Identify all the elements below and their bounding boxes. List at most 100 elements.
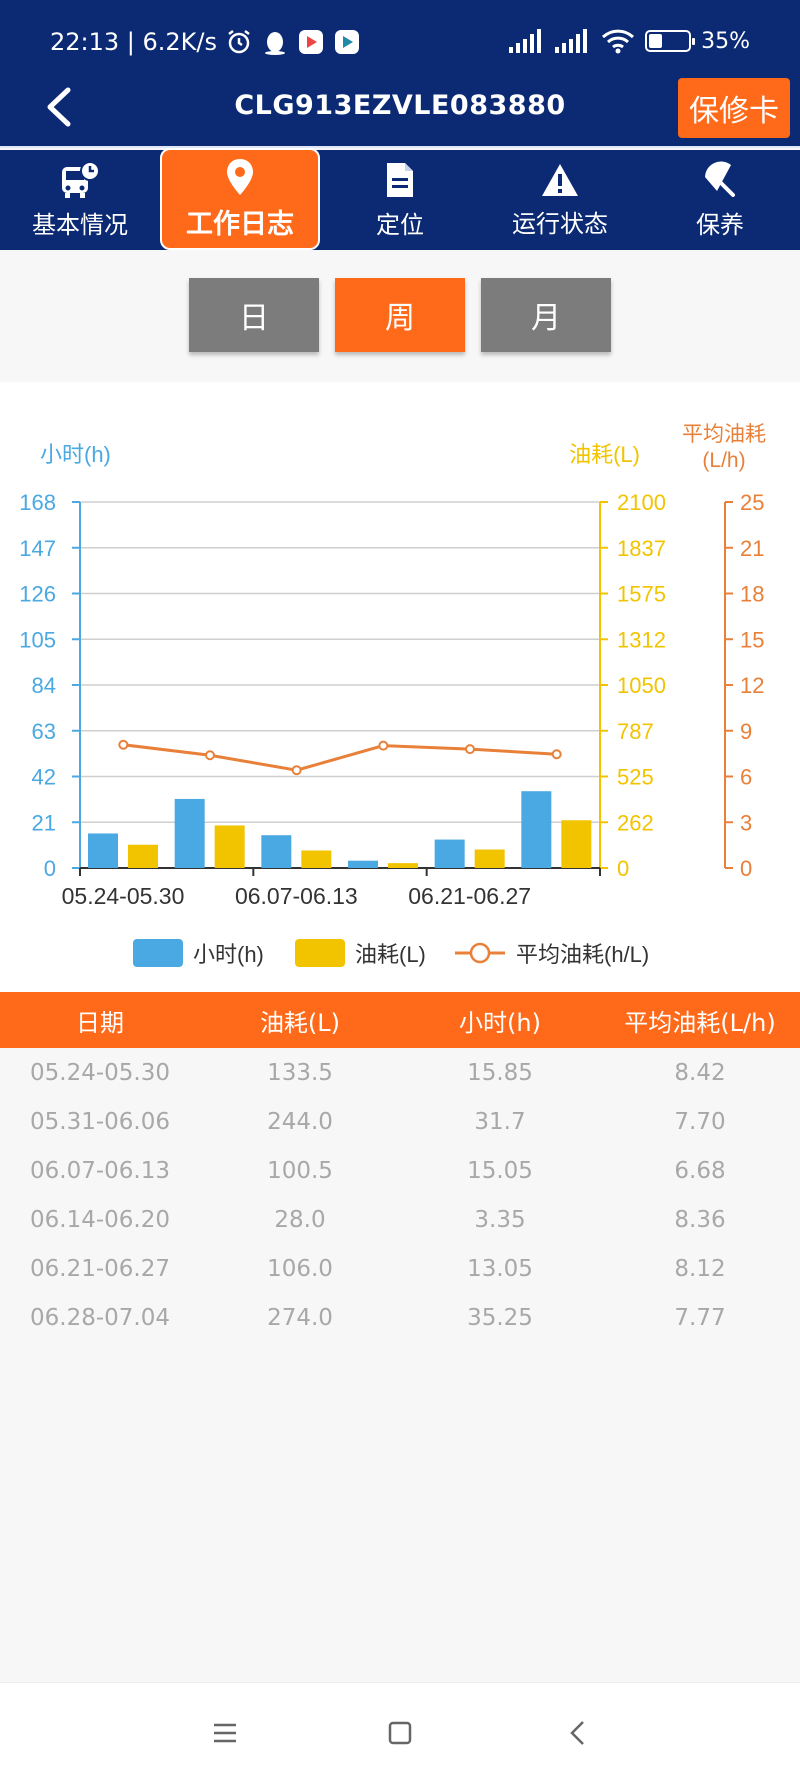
right-axis-tick-label: 1050 [617, 673, 666, 698]
avg-fuel-point [205, 750, 215, 761]
tab-location[interactable]: 定位 [320, 150, 480, 250]
avg-axis-tick-label: 18 [740, 582, 764, 607]
signal-icon [509, 29, 542, 53]
right-axis-tick-label: 1575 [617, 582, 666, 607]
avg-fuel-line [123, 743, 557, 772]
hours-bar [521, 791, 552, 868]
tab-work-log[interactable]: 工作日志 [160, 148, 320, 250]
tab-bar: 基本情况 工作日志 定位 运行状态 保养 [0, 148, 800, 250]
avg-axis-tick-label: 25 [740, 490, 764, 515]
avg-axis-tick-label: 12 [740, 673, 764, 698]
right-axis-tick-label: 262 [617, 810, 654, 835]
table-cell: 05.24-05.30 [30, 1059, 170, 1086]
avg-fuel-point [551, 749, 562, 760]
fuel-bar [214, 825, 245, 868]
period-week-button[interactable]: 周 [335, 278, 465, 352]
time-speed: 22:13 | 6.2K/s [50, 28, 218, 56]
legend-avg-label: 平均油耗(h/L) [516, 942, 649, 967]
back-button[interactable] [34, 82, 84, 132]
table-cell: 05.31-06.06 [30, 1108, 170, 1135]
table-cell: 6.68 [674, 1157, 726, 1184]
table-cell: 3.35 [474, 1206, 526, 1233]
status-left: 22:13 | 6.2K/s [50, 28, 361, 56]
play-store-icon [299, 30, 324, 54]
avg-axis-tick-label: 6 [740, 765, 752, 790]
tab-maintenance[interactable]: 保养 [640, 150, 800, 250]
system-nav-bar [0, 1682, 800, 1778]
period-day-button[interactable]: 日 [189, 278, 319, 352]
avg-axis-tick-label: 3 [740, 810, 752, 835]
table-cell: 35.25 [467, 1304, 533, 1331]
avg-axis-title-line2: (L/h) [702, 449, 745, 472]
fuel-bar [128, 844, 158, 868]
legend-hours-swatch [133, 939, 183, 967]
table-cell: 06.28-07.04 [30, 1304, 170, 1331]
left-axis-tick-label: 63 [32, 719, 56, 744]
table-cell: 100.5 [267, 1157, 333, 1184]
warranty-card-button[interactable]: 保修卡 [678, 78, 790, 138]
fuel-bar [301, 850, 332, 868]
table-cell: 7.77 [674, 1304, 726, 1331]
play-store-icon [335, 30, 360, 54]
warning-icon [542, 163, 578, 196]
fuel-bar [474, 849, 505, 868]
period-month-button[interactable]: 月 [481, 278, 611, 352]
table-cell: 133.5 [267, 1059, 333, 1086]
avg-fuel-point [465, 744, 475, 755]
umbrella-icon [705, 160, 735, 197]
table-cell: 8.42 [674, 1059, 726, 1086]
right-axis-tick-label: 1837 [617, 536, 666, 561]
home-icon [388, 1721, 412, 1745]
table-cell: 274.0 [267, 1304, 333, 1331]
period-selector: 日 周 月 [0, 278, 800, 352]
table-row: 06.07-06.13 100.5 15.05 6.68 [0, 1146, 800, 1195]
tab-running-status[interactable]: 运行状态 [480, 150, 640, 250]
left-axis-tick-label: 42 [32, 765, 56, 790]
right-axis-title: 油耗(L) [569, 442, 640, 467]
wifi-icon [602, 29, 635, 54]
avg-axis-tick-label: 15 [740, 627, 764, 652]
tab-label: 运行状态 [512, 209, 608, 238]
tab-basic-info[interactable]: 基本情况 [0, 150, 160, 250]
table-row: 06.21-06.27 106.0 13.05 8.12 [0, 1244, 800, 1293]
table-cell: 8.36 [674, 1206, 726, 1233]
x-axis-tick-label: 06.21-06.27 [408, 883, 531, 909]
status-bar: 22:13 | 6.2K/s 35% [0, 0, 800, 68]
back-icon [570, 1721, 584, 1745]
left-axis-tick-label: 105 [19, 627, 56, 652]
left-axis-tick-label: 147 [19, 536, 56, 561]
app-header: CLG913EZVLE083880 保修卡 [0, 68, 800, 148]
hours-bar [88, 833, 118, 868]
legend-avg-marker [469, 942, 491, 964]
right-axis-tick-label: 0 [617, 856, 629, 881]
legend-fuel-swatch [295, 939, 345, 967]
alarm-icon [228, 30, 250, 54]
right-axis-tick-label: 1312 [617, 627, 666, 652]
avg-axis-tick-label: 0 [740, 856, 752, 881]
menu-icon [214, 1723, 236, 1743]
table-header: 日期 油耗(L) 小时(h) 平均油耗(L/h) [0, 992, 800, 1048]
tab-label: 基本情况 [32, 210, 128, 239]
table-cell: 106.0 [267, 1255, 333, 1282]
tab-label: 工作日志 [186, 208, 294, 240]
table-row: 06.28-07.04 274.0 35.25 7.77 [0, 1293, 800, 1342]
home-button[interactable] [380, 1713, 420, 1753]
menu-button[interactable] [205, 1713, 245, 1753]
table-row: 06.14-06.20 28.0 3.35 8.36 [0, 1195, 800, 1244]
column-header: 日期 [76, 1008, 124, 1037]
table-cell: 15.85 [467, 1059, 533, 1086]
left-axis-tick-label: 0 [44, 856, 56, 881]
qq-icon [265, 32, 286, 55]
hours-bar [174, 798, 205, 868]
right-axis-tick-label: 787 [617, 719, 654, 744]
right-axis-tick-label: 2100 [617, 490, 666, 515]
avg-fuel-point [118, 739, 129, 750]
left-axis-tick-label: 168 [19, 490, 56, 515]
avg-axis-tick-label: 9 [740, 719, 752, 744]
back-nav-button[interactable] [558, 1713, 598, 1753]
hd-signal-icon [555, 29, 588, 53]
table-cell: 31.7 [474, 1108, 526, 1135]
avg-fuel-point [378, 740, 389, 751]
legend-hours-label: 小时(h) [193, 942, 264, 967]
table-cell: 28.0 [274, 1206, 326, 1233]
